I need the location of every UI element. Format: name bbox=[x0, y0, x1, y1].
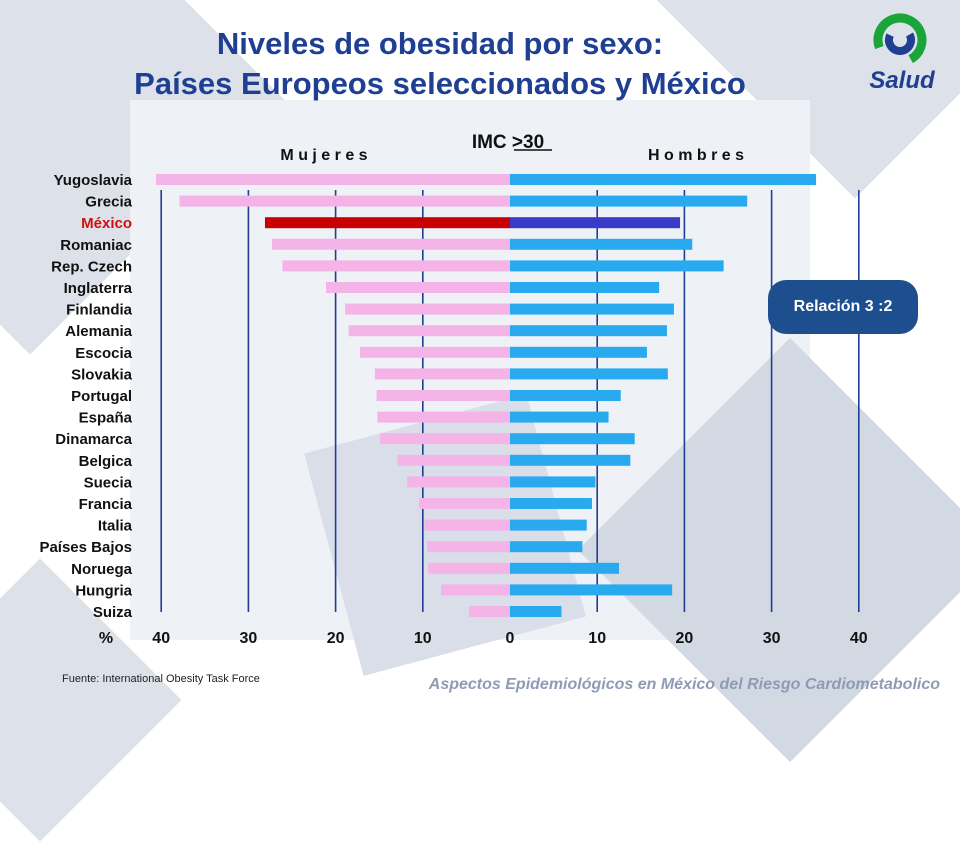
country-label: Países Bajos bbox=[39, 539, 132, 556]
title-line-1: Niveles de obesidad por sexo: bbox=[216, 26, 664, 61]
country-labels: Yugoslavia Grecia México Romaniac Rep. Czech… bbox=[39, 172, 132, 621]
bar-women bbox=[282, 260, 510, 272]
country-label: Francia bbox=[79, 496, 133, 513]
bar-women bbox=[348, 325, 510, 337]
country-label: Suecia bbox=[84, 474, 133, 491]
bar-women bbox=[264, 217, 510, 229]
source-note: Fuente: International Obesity Task Force bbox=[62, 673, 260, 685]
bar-men bbox=[510, 217, 681, 229]
bar-women bbox=[179, 195, 510, 207]
x-tick-label: 40 bbox=[152, 630, 170, 647]
bar-women bbox=[407, 476, 510, 488]
bar-men bbox=[510, 562, 619, 574]
ratio-badge: Relación 3 :2 bbox=[768, 280, 918, 334]
country-label: Noruega bbox=[71, 561, 133, 578]
x-tick-label: 10 bbox=[414, 630, 432, 647]
bar-women bbox=[397, 454, 510, 466]
obesity-chart: Yugoslavia Grecia México Romaniac Rep. Czech… bbox=[39, 132, 867, 647]
x-tick-label: 20 bbox=[676, 630, 694, 647]
page-title: Niveles de obesidad por sexo: Países Eur… bbox=[40, 24, 840, 104]
country-label: Portugal bbox=[71, 388, 132, 405]
country-label: Suiza bbox=[93, 604, 133, 621]
bar-men bbox=[510, 476, 596, 488]
women-header: M u j e r e s bbox=[280, 147, 367, 164]
country-label: Inglaterra bbox=[64, 280, 133, 297]
x-tick-label: 30 bbox=[240, 630, 258, 647]
country-label: Escocia bbox=[75, 345, 132, 362]
country-label: Romaniac bbox=[60, 237, 132, 254]
bar-women bbox=[441, 584, 510, 596]
bar-men bbox=[510, 346, 647, 358]
country-label: España bbox=[79, 410, 133, 427]
bar-men bbox=[510, 368, 668, 380]
country-label: Belgica bbox=[79, 453, 133, 470]
men-header: H o m b r e s bbox=[648, 147, 744, 164]
bar-men bbox=[510, 390, 621, 401]
bar-men bbox=[510, 195, 748, 207]
bar-men bbox=[510, 519, 587, 531]
bar-women bbox=[380, 433, 510, 445]
x-tick-label: 20 bbox=[327, 630, 345, 647]
bar-women bbox=[326, 282, 510, 293]
bars bbox=[155, 174, 817, 617]
bar-men bbox=[510, 174, 817, 185]
bar-men bbox=[510, 325, 667, 337]
country-label: México bbox=[81, 215, 132, 232]
chart-title: IMC >30 bbox=[472, 132, 544, 153]
x-tick-label: 30 bbox=[763, 630, 781, 647]
bar-women bbox=[419, 498, 510, 509]
unit-label: % bbox=[99, 630, 113, 647]
country-label: Yugoslavia bbox=[54, 172, 133, 189]
x-tick-label: 10 bbox=[588, 630, 606, 647]
bar-women bbox=[469, 606, 510, 617]
bar-women bbox=[271, 238, 510, 250]
bar-women bbox=[374, 368, 510, 380]
country-label: Dinamarca bbox=[55, 431, 132, 448]
bar-women bbox=[427, 541, 510, 553]
bar-men bbox=[510, 411, 609, 423]
bar-women bbox=[345, 303, 510, 315]
x-tick-label: 40 bbox=[850, 630, 868, 647]
x-tick-label: 0 bbox=[506, 630, 515, 647]
salud-logo-text: Salud bbox=[869, 67, 936, 94]
bar-men bbox=[510, 260, 724, 272]
country-label: Slovakia bbox=[71, 366, 133, 383]
country-label: Finlandia bbox=[66, 302, 132, 319]
x-axis-ticks: 40 30 20 10 0 10 20 30 40 bbox=[152, 630, 867, 647]
salud-logo: Salud bbox=[869, 13, 936, 94]
title-line-2: Países Europeos seleccionados y México bbox=[134, 66, 746, 101]
bar-men bbox=[510, 433, 635, 445]
bar-men bbox=[510, 303, 674, 315]
bar-men bbox=[510, 606, 562, 617]
bar-women bbox=[428, 562, 510, 574]
country-label: Grecia bbox=[85, 194, 132, 211]
bar-women bbox=[360, 346, 510, 358]
country-label: Hungria bbox=[75, 582, 132, 599]
country-label: Alemania bbox=[65, 323, 132, 340]
bar-men bbox=[510, 238, 693, 250]
bar-women bbox=[376, 390, 510, 401]
country-label: Italia bbox=[98, 518, 133, 535]
bar-men bbox=[510, 541, 583, 553]
bar-women bbox=[155, 174, 510, 185]
bar-men bbox=[510, 498, 592, 509]
bar-women bbox=[424, 519, 510, 531]
bar-men bbox=[510, 454, 631, 466]
bar-men bbox=[510, 584, 673, 596]
country-label: Rep. Czech bbox=[51, 258, 132, 275]
footer-caption: Aspectos Epidemiológicos en México del R… bbox=[428, 676, 940, 693]
bar-men bbox=[510, 282, 660, 293]
bar-women bbox=[377, 411, 510, 423]
